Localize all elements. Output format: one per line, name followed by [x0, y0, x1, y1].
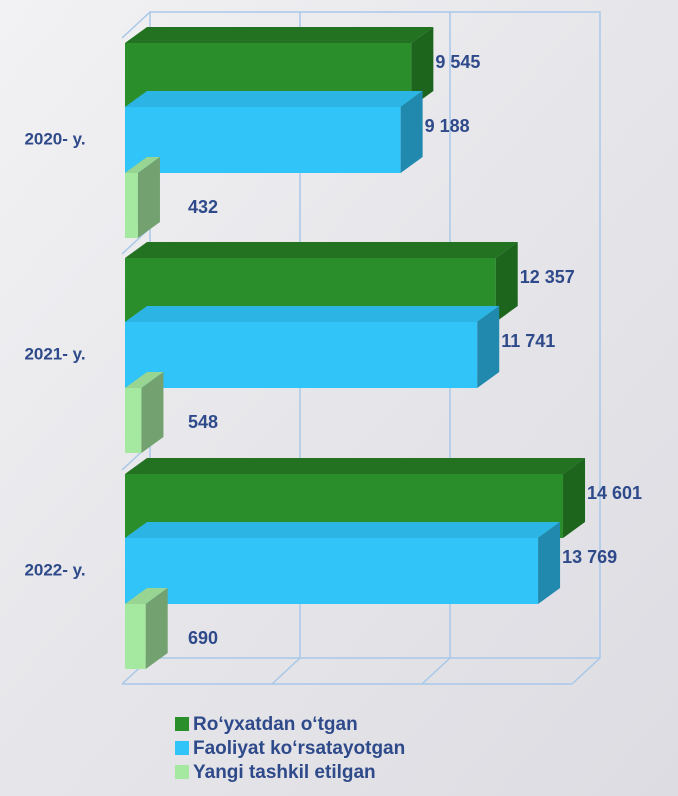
- legend-label: Faoliyat ko‘rsatayotgan: [193, 738, 405, 759]
- bar-face: [125, 522, 561, 538]
- bar: [125, 522, 561, 604]
- value-label: 12 357: [520, 267, 575, 287]
- bar-face: [495, 242, 518, 322]
- bar-face: [125, 242, 518, 258]
- bar-face: [145, 588, 168, 669]
- bar-face: [125, 27, 434, 43]
- bar-face: [411, 27, 434, 107]
- bar-face: [125, 458, 586, 474]
- legend-swatch: [175, 765, 189, 779]
- bar-face: [125, 91, 423, 107]
- value-label: 11 741: [501, 331, 555, 351]
- bar-face: [563, 458, 586, 538]
- value-label: 690: [188, 628, 218, 648]
- bar: [125, 588, 168, 669]
- bar-face: [137, 157, 160, 238]
- category-label: 2020- y.: [24, 129, 85, 148]
- bar-face: [125, 372, 164, 388]
- bar-face: [125, 306, 500, 322]
- legend-swatch: [175, 741, 189, 755]
- legend-swatch: [175, 717, 189, 731]
- bar-face: [400, 91, 423, 173]
- bar: [125, 372, 164, 453]
- bar-face: [125, 388, 142, 453]
- bar-face: [125, 322, 478, 388]
- bar-face: [477, 306, 500, 388]
- category-label: 2022- y.: [24, 560, 85, 579]
- legend-label: Ro‘yxatdan o‘tgan: [193, 714, 358, 735]
- legend-label: Yangi tashkil etilgan: [193, 762, 376, 783]
- value-label: 548: [188, 412, 218, 432]
- bar: [125, 91, 423, 173]
- value-label: 432: [188, 197, 218, 217]
- bar: [125, 306, 500, 388]
- bar-face: [125, 538, 539, 604]
- value-label: 14 601: [587, 483, 642, 503]
- bar: [125, 157, 160, 238]
- bar-face: [125, 157, 160, 173]
- bar-face: [125, 107, 401, 173]
- value-label: 13 769: [562, 547, 617, 567]
- bar-face: [141, 372, 164, 453]
- bar-face: [125, 588, 168, 604]
- category-label: 2021- y.: [24, 344, 85, 363]
- value-label: 9 545: [435, 52, 480, 72]
- bar-face: [125, 604, 146, 669]
- bar-face: [125, 173, 138, 238]
- value-label: 9 188: [425, 116, 470, 136]
- bar-face: [538, 522, 561, 604]
